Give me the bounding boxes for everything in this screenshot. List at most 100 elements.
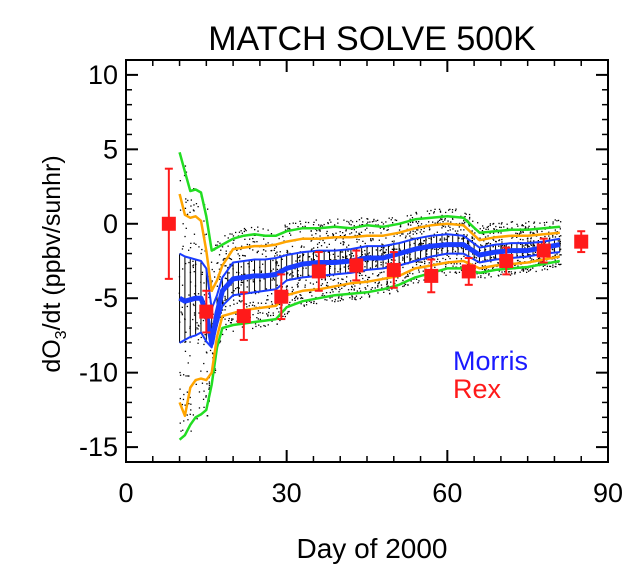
scatter-point: [276, 251, 278, 253]
scatter-point: [520, 230, 522, 233]
scatter-point: [380, 232, 382, 234]
rex-point: [574, 234, 589, 249]
scatter-point: [188, 294, 190, 296]
scatter-point: [195, 383, 197, 385]
scatter-point: [452, 265, 454, 267]
scatter-point: [262, 228, 264, 230]
scatter-point: [273, 279, 276, 281]
scatter-point: [443, 272, 445, 274]
scatter-point: [342, 241, 344, 243]
scatter-point: [325, 284, 328, 286]
scatter-point: [229, 305, 231, 307]
scatter-point: [193, 242, 195, 244]
scatter-point: [527, 227, 529, 229]
scatter-point: [501, 238, 503, 241]
scatter-point: [552, 221, 554, 223]
scatter-point: [402, 285, 404, 288]
scatter-point: [524, 226, 527, 228]
scatter-point: [203, 294, 206, 296]
scatter-point: [211, 268, 213, 271]
scatter-point: [241, 300, 243, 302]
scatter-point: [198, 325, 200, 327]
scatter-point: [185, 201, 187, 203]
scatter-point: [416, 213, 418, 215]
scatter-point: [529, 269, 531, 271]
scatter-point: [436, 255, 438, 258]
scatter-point: [257, 230, 259, 232]
scatter-point: [263, 278, 265, 280]
scatter-point: [393, 240, 395, 242]
scatter-point: [364, 260, 366, 263]
scatter-point: [240, 301, 242, 303]
scatter-point: [206, 383, 208, 385]
scatter-point: [236, 302, 238, 304]
scatter-point: [479, 228, 481, 230]
scatter-point: [294, 268, 296, 270]
scatter-point: [467, 240, 469, 242]
scatter-point: [297, 285, 299, 287]
scatter-point: [231, 318, 233, 320]
scatter-point: [188, 261, 190, 264]
scatter-point: [503, 226, 505, 228]
scatter-point: [522, 253, 524, 255]
scatter-point: [211, 280, 213, 282]
scatter-point: [533, 244, 535, 246]
scatter-point: [407, 275, 409, 277]
scatter-point: [257, 312, 259, 314]
scatter-point: [291, 299, 293, 301]
scatter-point: [238, 231, 241, 233]
scatter-point: [439, 247, 441, 249]
scatter-point: [428, 237, 430, 239]
scatter-point: [240, 266, 242, 268]
scatter-point: [324, 278, 326, 280]
scatter-point: [433, 212, 435, 214]
scatter-point: [254, 323, 257, 325]
scatter-point: [249, 238, 251, 240]
scatter-point: [552, 223, 554, 225]
scatter-point: [466, 234, 468, 236]
scatter-point: [238, 255, 241, 257]
scatter-point: [555, 263, 557, 265]
scatter-point: [461, 247, 463, 250]
scatter-point: [463, 220, 465, 222]
scatter-point: [251, 304, 254, 306]
scatter-point: [289, 273, 292, 275]
scatter-point: [332, 279, 334, 281]
scatter-point: [364, 266, 366, 268]
scatter-point: [393, 235, 395, 237]
scatter-point: [318, 229, 320, 231]
scatter-point: [337, 297, 340, 299]
scatter-point: [522, 257, 525, 259]
scatter-point: [224, 299, 226, 301]
scatter-point: [286, 226, 288, 228]
scatter-point: [188, 249, 190, 251]
scatter-point: [208, 383, 210, 385]
scatter-point: [486, 226, 488, 228]
scatter-point: [533, 232, 535, 235]
scatter-point: [334, 248, 336, 250]
scatter-point: [506, 227, 509, 229]
scatter-point: [220, 249, 222, 251]
scatter-point: [519, 238, 522, 241]
scatter-point: [548, 231, 550, 233]
scatter-point: [425, 255, 428, 258]
scatter-point: [528, 270, 530, 272]
scatter-point: [297, 297, 299, 299]
scatter-point: [530, 243, 532, 245]
scatter-point: [257, 302, 259, 304]
scatter-point: [246, 243, 248, 246]
scatter-point: [330, 221, 332, 223]
scatter-point: [442, 225, 445, 227]
scatter-point: [534, 226, 536, 228]
scatter-point: [265, 250, 267, 252]
scatter-point: [378, 281, 380, 283]
scatter-point: [409, 218, 411, 220]
scatter-point: [364, 287, 366, 289]
scatter-point: [315, 219, 317, 221]
scatter-point: [319, 225, 321, 227]
scatter-point: [417, 260, 419, 263]
scatter-point: [181, 312, 183, 314]
scatter-point: [488, 273, 490, 275]
scatter-point: [190, 199, 192, 201]
scatter-point: [179, 422, 181, 424]
